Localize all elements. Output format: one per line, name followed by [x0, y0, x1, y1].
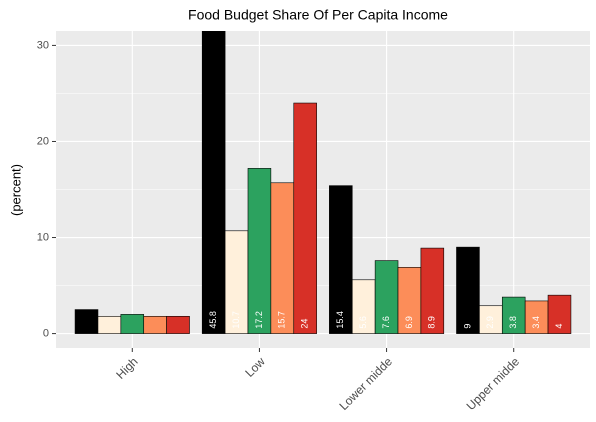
value-label: 8.9 [427, 316, 437, 329]
bar [547, 294, 572, 334]
x-tick-label: Lower midde [336, 354, 395, 413]
bar [293, 102, 317, 334]
value-label: 3.8 [508, 316, 518, 329]
value-label: 15.7 [277, 311, 287, 329]
bar [270, 182, 295, 334]
x-tick-label: High [113, 354, 140, 381]
value-label: 6.9 [404, 316, 414, 329]
bar [74, 309, 99, 334]
value-label: 2.9 [485, 316, 495, 329]
y-axis-label: (percent) [8, 164, 23, 216]
value-label: 4 [554, 324, 564, 329]
value-label: 17.2 [254, 311, 264, 329]
y-tick-label: 30 [37, 39, 49, 51]
value-label: 24 [300, 319, 310, 329]
bar [166, 315, 190, 334]
y-tick-label: 10 [37, 231, 49, 243]
bar [143, 315, 167, 334]
bar [201, 31, 226, 334]
value-label: 15.4 [335, 311, 345, 329]
x-tick-label: Upper midde [464, 354, 523, 413]
value-label: 45.8 [208, 311, 218, 329]
value-label: 9 [462, 324, 472, 329]
value-label: 10.7 [231, 311, 241, 329]
x-tick-label: Low [242, 354, 268, 380]
bar [329, 185, 353, 334]
y-tick-label: 20 [37, 135, 49, 147]
bar [247, 168, 272, 334]
value-label: 3.4 [531, 316, 541, 329]
bar [420, 247, 445, 334]
y-tick-label: 0 [43, 327, 49, 339]
chart-title: Food Budget Share Of Per Capita Income [188, 7, 448, 23]
bar [456, 246, 480, 334]
bar [120, 314, 145, 334]
bar [97, 315, 122, 334]
value-label: 5.6 [358, 316, 368, 329]
value-label: 7.6 [381, 316, 391, 329]
bars: 45.8 15.4 9 10.7 5.6 2.9 17.2 7.6 3.8 15.7 6.9 3.4 2… [74, 31, 572, 334]
